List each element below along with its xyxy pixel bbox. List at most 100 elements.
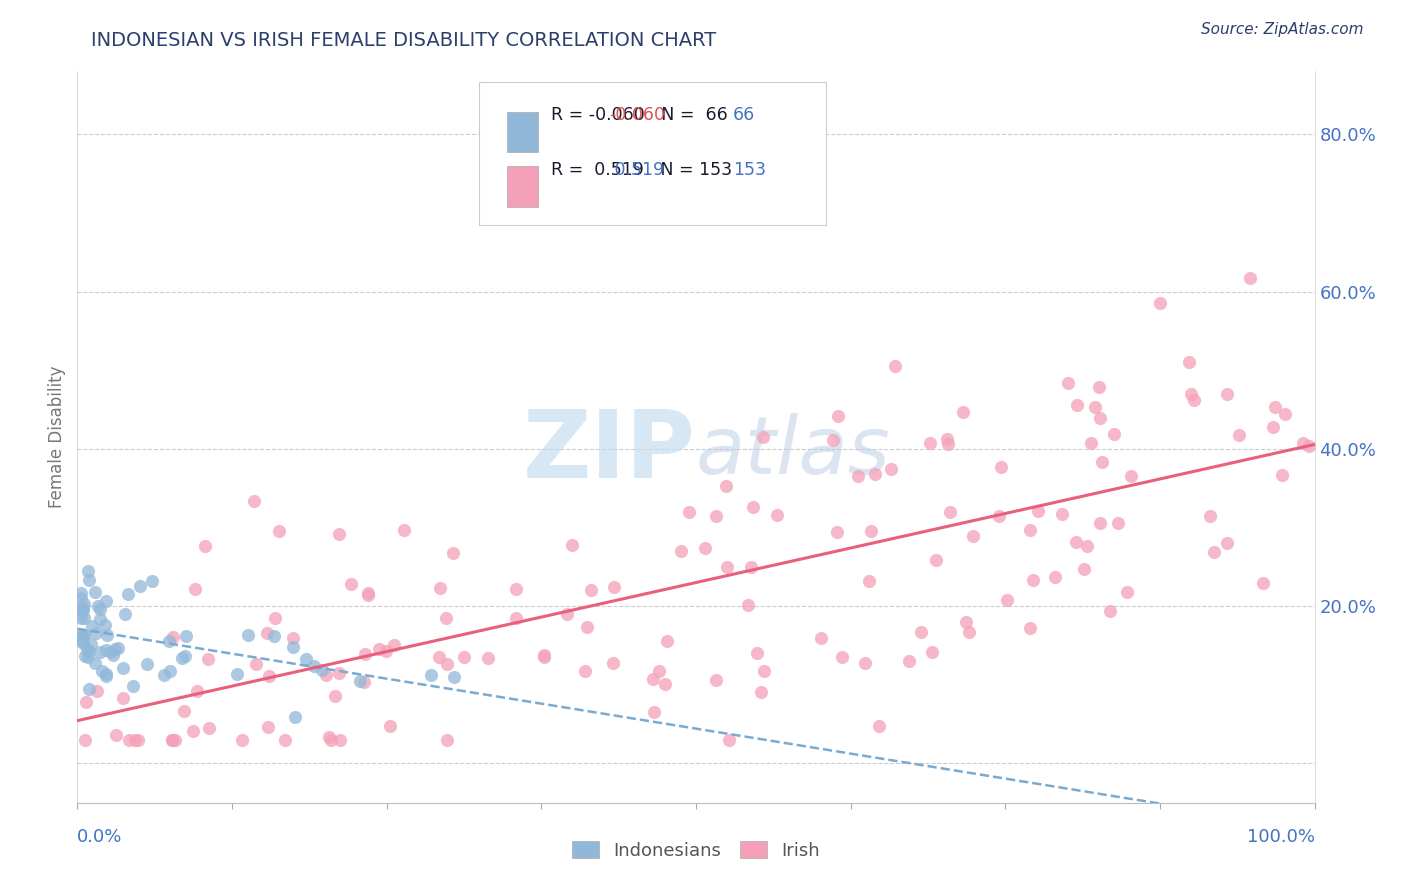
Point — [96, 628, 118, 642]
Point — [766, 508, 789, 522]
Point — [84, 584, 107, 599]
Point — [717, 732, 740, 747]
Point — [118, 732, 141, 747]
Point — [72, 636, 94, 650]
Point — [83, 656, 105, 670]
Point — [1087, 380, 1109, 394]
Point — [1180, 387, 1202, 401]
Point — [96, 667, 118, 681]
Point — [1274, 407, 1296, 421]
Point — [329, 732, 352, 747]
Point — [75, 732, 97, 747]
Point — [256, 720, 278, 734]
Point — [141, 574, 163, 588]
Point — [114, 607, 136, 622]
Point — [643, 705, 665, 719]
Point — [73, 628, 96, 642]
FancyBboxPatch shape — [479, 82, 825, 225]
Point — [1019, 621, 1042, 635]
Point — [555, 607, 578, 622]
Point — [174, 629, 197, 643]
Point — [117, 586, 139, 600]
Point — [920, 436, 942, 450]
Text: 66: 66 — [733, 106, 755, 124]
Point — [328, 666, 350, 681]
Point — [533, 650, 555, 665]
Point — [441, 545, 464, 559]
Point — [89, 602, 111, 616]
Point — [1271, 467, 1294, 482]
Point — [1178, 355, 1201, 369]
Point — [655, 634, 678, 648]
Text: Source: ZipAtlas.com: Source: ZipAtlas.com — [1201, 22, 1364, 37]
Point — [349, 673, 371, 688]
Point — [603, 580, 626, 594]
Point — [174, 649, 197, 664]
Point — [90, 664, 112, 678]
Point — [89, 645, 111, 659]
Point — [533, 648, 555, 662]
Point — [1264, 400, 1286, 414]
Point — [939, 505, 962, 519]
Point — [159, 664, 181, 678]
Point — [1066, 399, 1088, 413]
Point — [128, 579, 150, 593]
Point — [443, 670, 465, 684]
Point — [269, 524, 291, 539]
Point — [671, 544, 693, 558]
Point — [170, 651, 193, 665]
Point — [243, 493, 266, 508]
Point — [357, 588, 380, 602]
Point — [87, 599, 110, 614]
Point — [1018, 523, 1040, 537]
Point — [105, 728, 128, 742]
Point — [1091, 455, 1114, 469]
Point — [70, 629, 93, 643]
Point — [1199, 508, 1222, 523]
Point — [77, 565, 100, 579]
Point — [236, 628, 259, 642]
Point — [704, 673, 727, 687]
Point — [429, 582, 451, 596]
Point — [273, 732, 295, 747]
Point — [858, 574, 880, 588]
Point — [281, 640, 304, 654]
Point — [112, 661, 135, 675]
Text: INDONESIAN VS IRISH FEMALE DISABILITY CORRELATION CHART: INDONESIAN VS IRISH FEMALE DISABILITY CO… — [91, 31, 717, 50]
Point — [936, 436, 959, 450]
Point — [561, 538, 583, 552]
Point — [752, 430, 775, 444]
Point — [194, 539, 217, 553]
Point — [1115, 584, 1137, 599]
Point — [477, 651, 499, 665]
Point — [392, 523, 415, 537]
Point — [173, 704, 195, 718]
Point — [256, 625, 278, 640]
Point — [162, 630, 184, 644]
Point — [860, 524, 883, 538]
Point — [1043, 570, 1066, 584]
Point — [231, 732, 253, 747]
Point — [124, 732, 146, 747]
Point — [111, 691, 134, 706]
Point — [863, 467, 886, 481]
Point — [990, 459, 1012, 474]
Point — [505, 611, 527, 625]
Point — [318, 730, 340, 744]
Point — [910, 624, 932, 639]
Point — [436, 732, 458, 747]
Point — [643, 673, 665, 687]
Point — [136, 657, 159, 672]
Text: R = -0.060   N =  66: R = -0.060 N = 66 — [551, 106, 728, 124]
Point — [1239, 270, 1261, 285]
Point — [70, 601, 93, 615]
Point — [284, 710, 307, 724]
Point — [925, 553, 948, 567]
Point — [704, 508, 727, 523]
Point — [453, 649, 475, 664]
Point — [1057, 376, 1080, 390]
Point — [72, 597, 94, 611]
Point — [89, 612, 111, 626]
Point — [80, 637, 103, 651]
Text: 153: 153 — [733, 161, 766, 179]
